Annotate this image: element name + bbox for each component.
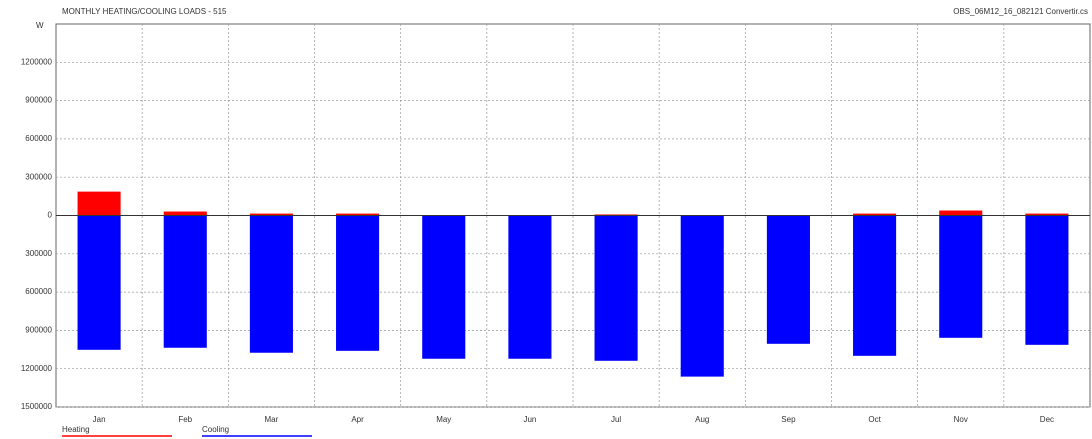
y-tick-label: 600000 — [25, 134, 52, 143]
y-tick-label: 1200000 — [21, 364, 53, 373]
y-tick-label: 900000 — [25, 326, 52, 335]
bar — [336, 215, 380, 351]
x-tick-label: Sep — [781, 415, 796, 424]
y-tick-label: 300000 — [25, 249, 52, 258]
bar — [1025, 213, 1069, 216]
bar — [1025, 215, 1069, 345]
bar — [249, 213, 293, 216]
legend-label: Heating — [62, 425, 90, 434]
bar — [422, 215, 466, 359]
x-tick-label: Mar — [265, 415, 279, 424]
bar — [163, 211, 207, 216]
y-tick-label: 900000 — [25, 96, 52, 105]
bar — [594, 214, 638, 216]
y-tick-label: 600000 — [25, 287, 52, 296]
x-tick-label: Apr — [351, 415, 364, 424]
bar — [680, 215, 724, 377]
bar — [163, 215, 207, 348]
x-tick-label: Dec — [1040, 415, 1054, 424]
bar — [249, 215, 293, 353]
x-tick-label: Nov — [954, 415, 968, 424]
chart-title: MONTHLY HEATING/COOLING LOADS - 515 — [62, 7, 227, 16]
bar — [853, 213, 897, 216]
x-tick-label: Jul — [611, 415, 621, 424]
x-tick-label: Jun — [523, 415, 536, 424]
x-tick-label: Jan — [93, 415, 106, 424]
bar — [853, 215, 897, 356]
bar — [766, 215, 810, 344]
y-tick-label: 1200000 — [21, 57, 53, 66]
bar — [939, 210, 983, 216]
bar — [594, 215, 638, 361]
chart-subtitle: OBS_06M12_16_082121 Convertir.cs — [953, 7, 1088, 16]
x-tick-label: Aug — [695, 415, 709, 424]
x-tick-label: May — [436, 415, 451, 424]
bar — [77, 191, 121, 216]
bar — [77, 215, 121, 350]
legend-label: Cooling — [202, 425, 229, 434]
bar — [508, 215, 552, 359]
x-tick-label: Feb — [178, 415, 192, 424]
x-tick-label: Oct — [868, 415, 881, 424]
y-axis-label: W — [36, 21, 44, 30]
y-tick-label: 0 — [48, 211, 53, 220]
bar — [939, 215, 983, 338]
y-tick-label: 300000 — [25, 172, 52, 181]
bar — [336, 213, 380, 216]
y-tick-label: 1500000 — [21, 402, 53, 411]
